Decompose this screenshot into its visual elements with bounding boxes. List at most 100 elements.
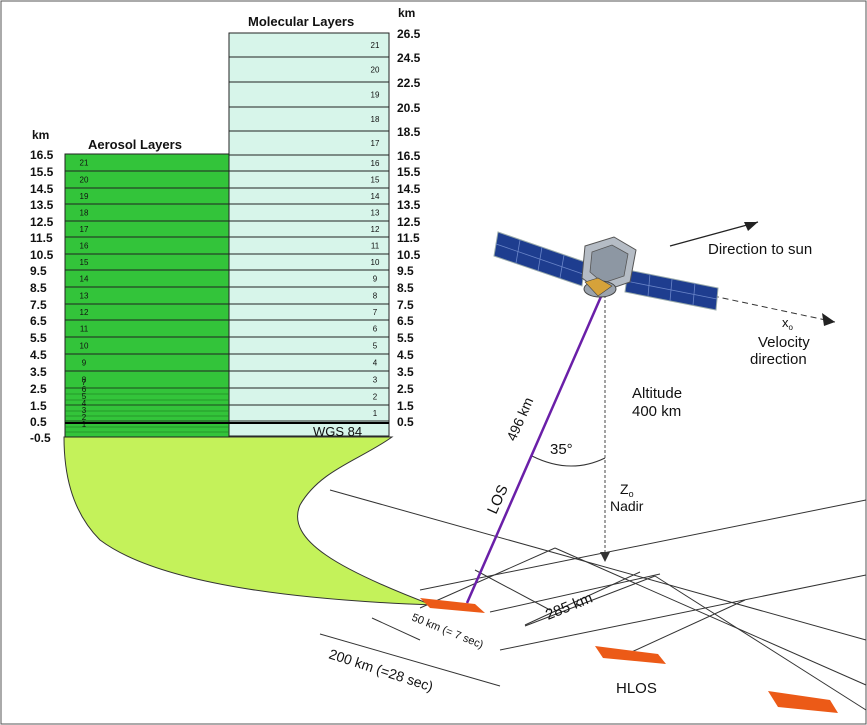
molecular-altitude-label: 3.5 <box>397 365 414 379</box>
aerosol-altitude-label: 3.5 <box>30 365 47 379</box>
molecular-altitude-label: 4.5 <box>397 348 414 362</box>
molecular-altitude-label: 26.5 <box>397 27 421 41</box>
aerosol-altitude-label: 10.5 <box>30 248 54 262</box>
aerosol-altitude-label: 13.5 <box>30 198 54 212</box>
offset-285-dimension-line <box>489 573 661 613</box>
los-line <box>465 291 605 604</box>
aerosol-layer-number: 16 <box>80 242 89 251</box>
aerosol-layer-number: 2 <box>82 413 87 422</box>
aerosol-altitude-label: 1.5 <box>30 399 47 413</box>
molecular-layer-number: 2 <box>373 393 378 402</box>
obs-200-label: 200 km (=28 sec) <box>327 646 435 695</box>
aerosol-layer-number: 20 <box>80 176 89 185</box>
altitude-label-line2: 400 km <box>632 403 681 420</box>
molecular-layer-number: 17 <box>371 139 380 148</box>
molecular-altitude-label: 18.5 <box>397 125 421 139</box>
obs-50-label: 50 km (= 7 sec) <box>410 612 485 652</box>
molecular-layer-lines <box>229 32 389 422</box>
molecular-altitude-label: 2.5 <box>397 382 414 396</box>
molecular-layer-number: 8 <box>373 292 378 301</box>
aerosol-altitude-labels: 16.5 15.5 14.5 13.5 12.5 11.5 10.5 9.5 8.5 7.5 6.5… <box>30 148 54 445</box>
altitude-label-line1: Altitude <box>632 385 682 402</box>
velocity-label-line2: direction <box>750 351 807 368</box>
aerosol-altitude-label: 4.5 <box>30 348 47 362</box>
xo-label: xo <box>782 315 794 332</box>
molecular-layer-number: 20 <box>371 66 380 75</box>
molecular-layer-number: 15 <box>371 176 380 185</box>
molecular-layer-number: 21 <box>371 41 380 50</box>
molecular-altitude-label: 13.5 <box>397 198 421 212</box>
molecular-altitude-label: 9.5 <box>397 264 414 278</box>
velocity-direction-line <box>614 274 836 323</box>
molecular-altitude-label: 8.5 <box>397 281 414 295</box>
molecular-altitude-label: 11.5 <box>397 231 420 245</box>
molecular-altitude-label: 16.5 <box>397 149 421 163</box>
molecular-altitude-label: 10.5 <box>397 248 421 262</box>
aerosol-altitude-label: 14.5 <box>30 182 54 196</box>
molecular-altitude-label: 1.5 <box>397 399 414 413</box>
aerosol-layer-number: 15 <box>80 258 89 267</box>
ground-track-grid <box>329 489 867 711</box>
molecular-layer-number: 9 <box>373 275 378 284</box>
molecular-layer-number: 4 <box>373 359 378 368</box>
aerosol-layer-number: 19 <box>80 192 89 201</box>
sun-arrowhead <box>744 222 758 231</box>
molecular-altitude-label: 22.5 <box>397 76 421 90</box>
molecular-km-unit: km <box>398 6 415 20</box>
velocity-arrowhead <box>822 313 835 326</box>
aerosol-altitude-label: 11.5 <box>30 231 53 245</box>
aerosol-layer-lines <box>65 153 229 438</box>
footprint-2 <box>595 646 666 664</box>
molecular-altitude-label: 12.5 <box>397 215 421 229</box>
los-distance-label: 496 km <box>503 395 536 443</box>
molecular-layer-number: 6 <box>373 325 378 334</box>
aerosol-altitude-label: 0.5 <box>30 415 47 429</box>
footprint-3 <box>768 691 838 713</box>
aerosol-layers-title: Aerosol Layers <box>88 137 182 152</box>
molecular-altitude-label: 15.5 <box>397 165 421 179</box>
molecular-layer-number: 10 <box>371 258 380 267</box>
molecular-altitude-label: 24.5 <box>397 51 421 65</box>
nadir-label: Nadir <box>610 498 644 514</box>
molecular-altitude-label: 14.5 <box>397 182 421 196</box>
molecular-altitude-labels: 26.5 24.5 22.5 20.5 18.5 16.5 15.5 14.5 13.5 12.5… <box>397 27 421 429</box>
sun-direction-arrow <box>669 221 759 247</box>
aerosol-layer-number: 21 <box>80 159 89 168</box>
aerosol-layer-number: 17 <box>80 225 89 234</box>
aerosol-altitude-label: 7.5 <box>30 298 47 312</box>
molecular-layer-number: 12 <box>371 225 380 234</box>
aerosol-layer-number: 1 <box>82 420 87 429</box>
molecular-layers-title: Molecular Layers <box>248 14 354 29</box>
aerosol-layer-number: 6 <box>82 385 87 394</box>
aerosol-layer-number: 7 <box>82 378 87 387</box>
aerosol-layer-number: 18 <box>80 209 89 218</box>
velocity-label-line1: Velocity <box>758 334 810 351</box>
molecular-altitude-label: 20.5 <box>397 101 421 115</box>
aerosol-altitude-label: 6.5 <box>30 314 47 328</box>
aerosol-altitude-label: 12.5 <box>30 215 54 229</box>
angle-arc <box>531 455 606 467</box>
aerosol-layer-number: 8 <box>82 376 87 385</box>
offset-285-arrow <box>524 575 656 627</box>
aerosol-altitude-label: 16.5 <box>30 148 54 162</box>
solar-panel-right-grid <box>625 273 718 306</box>
molecular-layer-number: 13 <box>371 209 380 218</box>
zo-label: Zo <box>620 481 634 499</box>
molecular-layer-number: 1 <box>373 409 378 418</box>
footprint-1 <box>420 598 485 613</box>
hlos-label: HLOS <box>616 680 657 697</box>
aerosol-layer-number: 10 <box>80 342 89 351</box>
nadir-arrowhead <box>600 552 610 562</box>
aerosol-layers-column <box>64 153 230 438</box>
molecular-layers-column <box>228 32 390 437</box>
aerosol-layer-number: 4 <box>82 399 87 408</box>
aerosol-layer-number: 14 <box>80 275 89 284</box>
satellite <box>493 231 719 311</box>
wgs84-label: WGS 84 <box>313 424 362 439</box>
molecular-layer-number: 18 <box>371 115 380 124</box>
instrument-base <box>584 277 613 297</box>
